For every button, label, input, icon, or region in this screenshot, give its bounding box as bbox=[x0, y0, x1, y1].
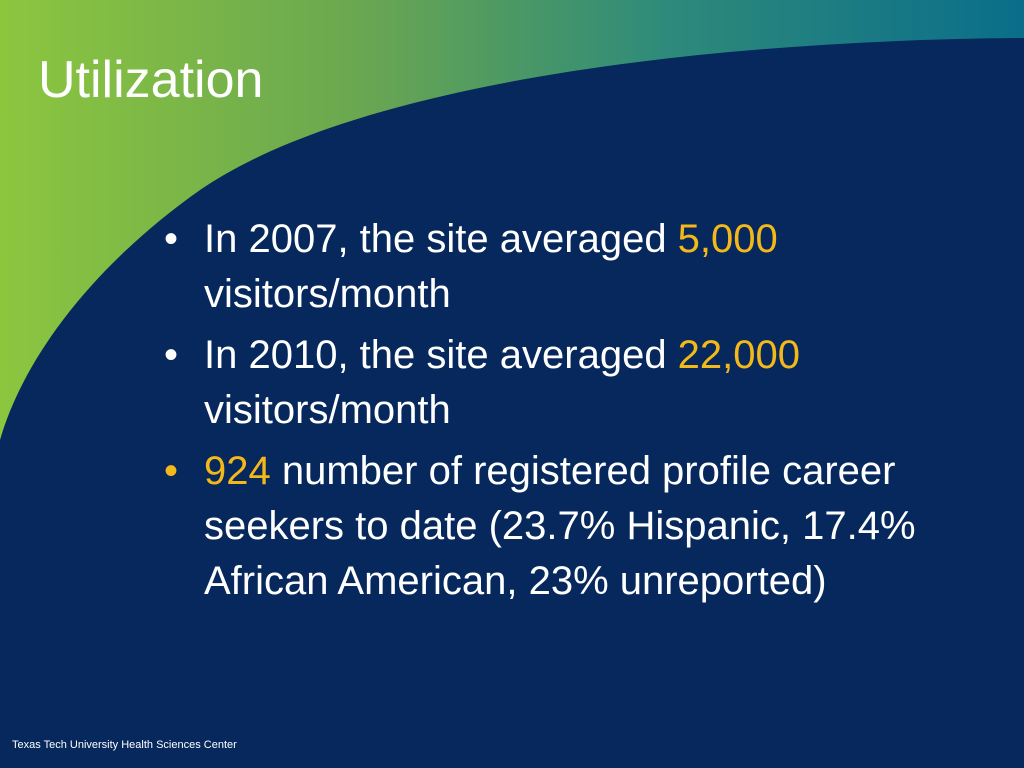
bullet-item-2007: • In 2007, the site averaged 5,000 visit… bbox=[164, 212, 994, 322]
bullet-text-prefix: In 2010, the site averaged bbox=[204, 333, 678, 377]
bullet-dot-icon: • bbox=[164, 449, 179, 493]
bullet-highlight-value: 5,000 bbox=[677, 217, 778, 261]
bullet-dot-icon: • bbox=[164, 217, 179, 261]
swoosh-shape bbox=[0, 0, 1024, 440]
bullet-dot-icon: • bbox=[164, 333, 179, 377]
bullet-item-2010: • In 2010, the site averaged 22,000 visi… bbox=[164, 328, 994, 438]
bullet-text-suffix: visitors/month bbox=[204, 388, 451, 432]
footer-organization: Texas Tech University Health Sciences Ce… bbox=[12, 739, 237, 751]
slide-title: Utilization bbox=[38, 51, 264, 109]
bullet-list: • In 2007, the site averaged 5,000 visit… bbox=[164, 212, 994, 615]
bullet-text-suffix: visitors/month bbox=[204, 272, 451, 316]
bullet-text-prefix: In 2007, the site averaged bbox=[204, 217, 678, 261]
bullet-text-suffix: number of registered profile career seek… bbox=[204, 449, 916, 603]
bullet-item-registered: • 924 number of registered profile caree… bbox=[164, 444, 994, 609]
bullet-highlight-value: 924 bbox=[204, 449, 271, 493]
bullet-highlight-value: 22,000 bbox=[677, 333, 801, 377]
